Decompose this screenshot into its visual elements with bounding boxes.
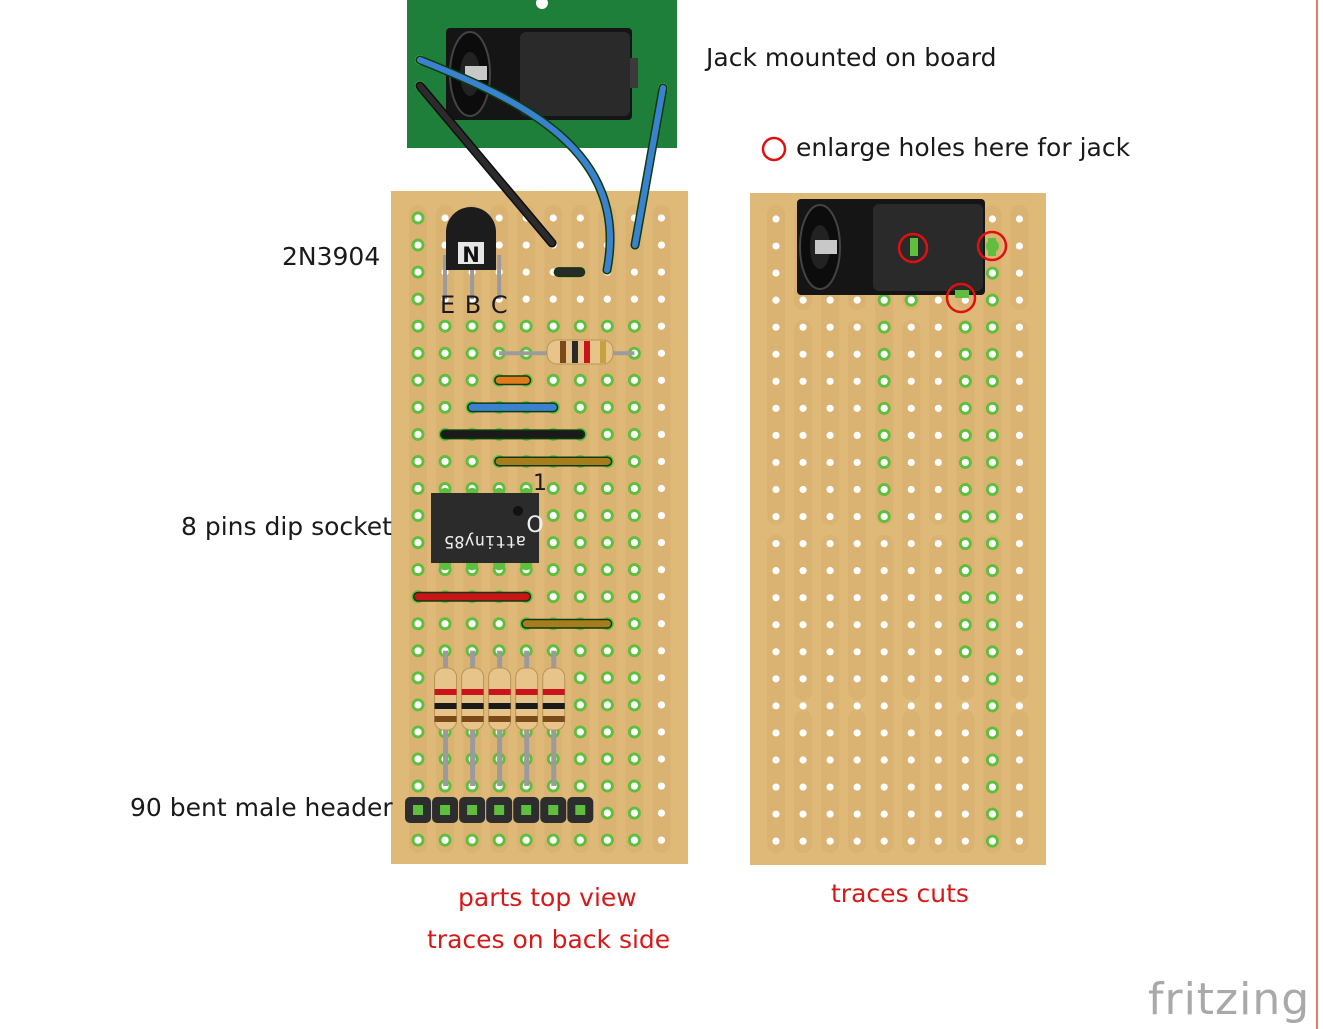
right-strip [767, 535, 785, 853]
right-strip [1010, 205, 1029, 310]
right-strip [983, 535, 1002, 853]
right-strip [848, 710, 867, 853]
fritzing-watermark: fritzing [1148, 974, 1311, 1025]
right-strip [848, 320, 867, 700]
right-strip [794, 710, 813, 853]
dc-jack-icon [797, 199, 996, 298]
left-strip [409, 205, 427, 853]
pin-header-icon [405, 797, 594, 823]
right-strip [902, 320, 921, 700]
label-enlarge-holes: enlarge holes here for jack [796, 133, 1131, 162]
pcb-mount-hole [536, 0, 548, 9]
cut-circle [897, 232, 929, 264]
right-strip [956, 710, 975, 853]
transistor-icon: N [443, 207, 502, 300]
left-strip [625, 205, 644, 853]
right-strip [956, 320, 975, 700]
label-traces-cuts: traces cuts [831, 879, 969, 908]
transistor-mark: N [462, 243, 480, 267]
right-strip [929, 535, 948, 853]
right-strip [875, 535, 894, 853]
right-board-holes [772, 215, 1024, 848]
right-strip [1010, 320, 1029, 700]
label-traces-back: traces on back side [427, 925, 671, 954]
resistor-icon [461, 650, 485, 787]
left-strip [652, 205, 671, 853]
right-strip [1010, 710, 1029, 853]
right-strip [767, 205, 785, 525]
right-strip [821, 535, 840, 853]
left-strip [571, 205, 590, 853]
label-header: 90 bent male header [130, 793, 393, 822]
pin1-mark: 1 [533, 471, 547, 496]
left-strip [598, 205, 617, 853]
dip-chip-icon: attiny85 [431, 487, 539, 571]
label-parts-top-view: parts top view [458, 883, 637, 912]
label-dip-socket: 8 pins dip socket [181, 512, 392, 541]
cut-circle [945, 282, 977, 314]
right-strip [794, 320, 813, 700]
resistor-icon [546, 339, 614, 365]
label-jack-mounted: Jack mounted on board [706, 43, 997, 72]
resistor-icon [434, 650, 458, 787]
resistor-icon [515, 650, 539, 787]
dc-jack-icon [446, 28, 638, 120]
right-strip [902, 710, 921, 853]
chip-circle-mark: O [526, 513, 543, 538]
label-transistor: 2N3904 [282, 242, 381, 271]
page-edge [1316, 0, 1323, 1029]
cut-circle [976, 230, 1008, 262]
resistor-icon [542, 650, 566, 787]
chip-label: attiny85 [444, 531, 526, 551]
resistor-icon [488, 650, 512, 787]
right-strip [983, 205, 1002, 525]
label-pins-ebc: E B C [440, 291, 509, 319]
legend-circle-icon [761, 136, 787, 162]
